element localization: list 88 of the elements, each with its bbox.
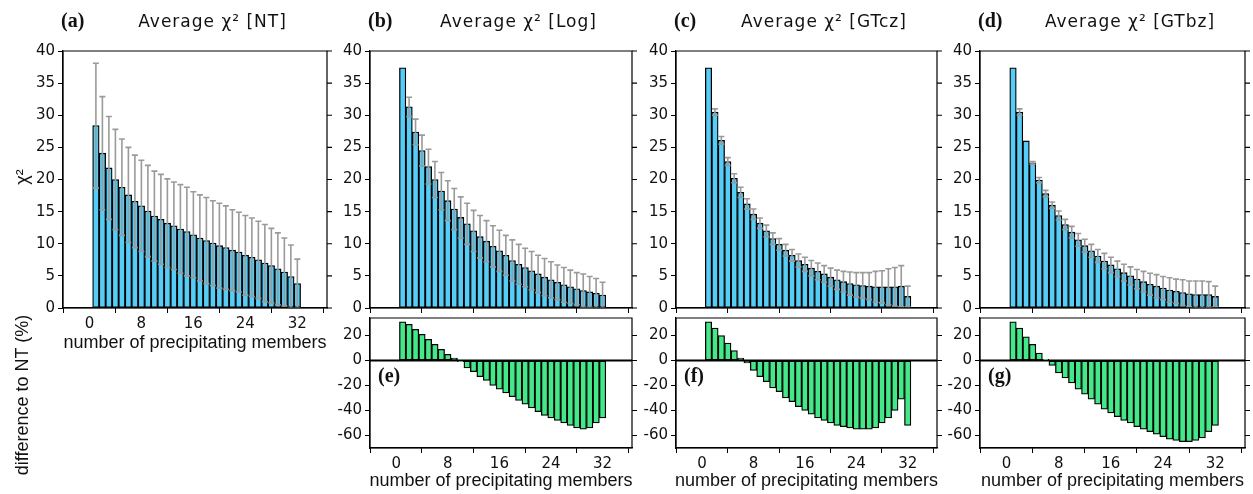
y-tick-label: 20 — [35, 169, 55, 188]
y-tick-label: 20 — [342, 169, 362, 188]
y-tick-label: 40 — [35, 40, 55, 59]
x-tick-label: 16 — [795, 453, 815, 472]
x-tick-label: 0 — [1001, 453, 1012, 472]
y-tick-label: -20 — [337, 375, 362, 394]
y-tick-label: -20 — [947, 375, 972, 394]
y-tick-label: 5 — [658, 265, 668, 284]
y-tick-label: 0 — [352, 297, 362, 316]
annotation: (f) — [684, 364, 704, 386]
x-tick-label: 0 — [391, 453, 401, 472]
y-tick-label: -40 — [643, 400, 668, 419]
x-axis-title: number of precipitating members — [368, 470, 634, 490]
y-tick-label: 15 — [952, 201, 972, 220]
y-tick-label: -60 — [947, 425, 972, 444]
y-tick-label: 25 — [952, 137, 972, 156]
x-tick-label: 32 — [593, 453, 613, 472]
text: (b) — [368, 9, 393, 31]
x-tick-label: 16 — [183, 313, 203, 332]
y-tick-label: 5 — [962, 265, 972, 284]
y-tick-label: -40 — [947, 400, 972, 419]
x-tick-label: 8 — [136, 313, 147, 332]
y-tick-label: 0 — [962, 297, 972, 316]
y-tick-label: 30 — [342, 105, 362, 124]
y-tick-label: 20 — [952, 169, 972, 188]
chart-title: Average χ² [NT] — [137, 11, 288, 31]
y-tick-label: 25 — [648, 137, 668, 156]
x-tick-label: 24 — [541, 453, 561, 472]
y-tick-label: 30 — [35, 105, 55, 124]
y-tick-label: 5 — [352, 265, 362, 284]
x-tick-label: 8 — [748, 453, 759, 472]
y-tick-label: 15 — [342, 201, 362, 220]
y-tick-label: 5 — [45, 265, 55, 284]
y-tick-label: 35 — [35, 73, 55, 92]
x-axis-title: number of precipitating members — [63, 332, 327, 352]
y-tick-label: 0 — [45, 297, 55, 316]
x-tick-label: 24 — [846, 453, 866, 472]
y-tick-label: 0 — [962, 350, 972, 369]
chart-title: Average χ² [GTcz] — [740, 11, 908, 31]
y-tick-label: 35 — [342, 73, 362, 92]
x-tick-label: 32 — [287, 313, 307, 332]
x-tick-label: 16 — [1101, 453, 1121, 472]
y-tick-label: 15 — [648, 201, 668, 220]
y-axis-title: difference to NT (%) — [12, 314, 32, 476]
y-tick-label: 30 — [952, 105, 972, 124]
text: (d) — [978, 9, 1003, 31]
y-tick-label: 40 — [342, 40, 362, 59]
y-tick-label: 25 — [35, 137, 55, 156]
annotation: (g) — [988, 364, 1012, 386]
x-tick-label: 24 — [235, 313, 255, 332]
y-tick-label: 0 — [658, 350, 668, 369]
x-tick-label: 0 — [84, 313, 95, 332]
chart-title: Average χ² [GTbz] — [1043, 11, 1217, 31]
y-tick-label: 30 — [648, 105, 668, 124]
y-tick-label: 0 — [658, 297, 668, 316]
text: (c) — [674, 9, 697, 31]
x-tick-label: 8 — [443, 453, 453, 472]
y-tick-label: 10 — [648, 233, 668, 252]
y-tick-label: 25 — [342, 137, 362, 156]
y-tick-label: 15 — [35, 201, 55, 220]
y-tick-label: 20 — [648, 169, 668, 188]
y-tick-label: 10 — [35, 233, 55, 252]
y-tick-label: 35 — [952, 73, 972, 92]
text: (a) — [61, 9, 85, 31]
y-tick-label: -60 — [643, 425, 668, 444]
y-tick-label: -20 — [643, 375, 668, 394]
annotation: (e) — [378, 364, 401, 386]
y-tick-label: -40 — [337, 400, 362, 419]
x-axis-title: number of precipitating members — [673, 470, 940, 490]
y-tick-label: 10 — [952, 233, 972, 252]
y-tick-label: 40 — [648, 40, 668, 59]
chart-title: Average χ² [Log] — [439, 11, 598, 31]
x-tick-label: 32 — [1205, 453, 1225, 472]
x-tick-label: 0 — [697, 453, 707, 472]
y-tick-label: 20 — [648, 325, 668, 344]
x-tick-label: 16 — [489, 453, 509, 472]
y-axis-title: χ² — [12, 168, 32, 185]
x-axis-title: number of precipitating members — [979, 470, 1246, 490]
y-tick-label: -60 — [337, 425, 362, 444]
y-tick-label: 20 — [952, 325, 972, 344]
x-tick-label: 24 — [1153, 453, 1173, 472]
y-tick-label: 20 — [342, 325, 362, 344]
y-tick-label: 40 — [952, 40, 972, 59]
x-tick-label: 32 — [898, 453, 918, 472]
y-tick-label: 35 — [648, 73, 668, 92]
y-tick-label: 0 — [352, 350, 362, 369]
x-tick-label: 8 — [1053, 453, 1064, 472]
y-tick-label: 10 — [342, 233, 362, 252]
